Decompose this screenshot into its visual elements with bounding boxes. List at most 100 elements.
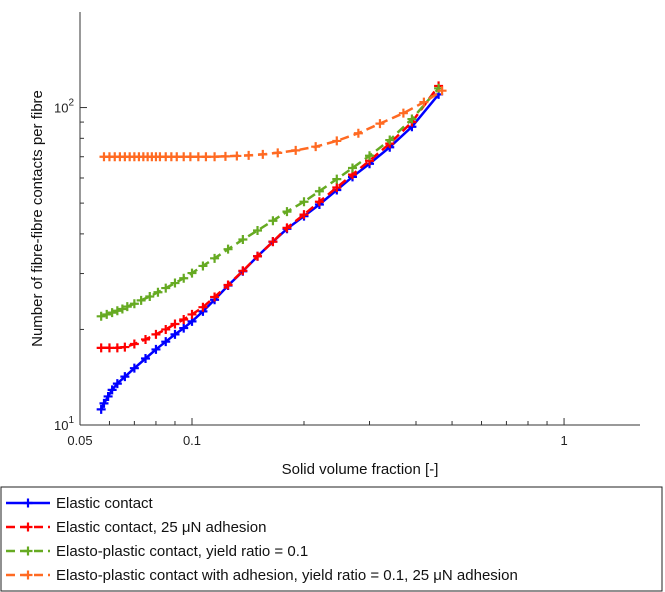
series-1-point <box>141 353 151 363</box>
series-3-point <box>268 216 278 226</box>
series-3-point <box>96 311 106 321</box>
series-2-point <box>314 197 324 207</box>
series-3-point <box>122 302 132 312</box>
x-tick-label: 0.1 <box>183 433 201 448</box>
series-2-point <box>268 237 278 247</box>
series-2-point <box>129 339 139 349</box>
series-4-point <box>232 151 242 161</box>
series-3-point <box>253 225 263 235</box>
legend: Elastic contact Elastic contact, 25 μN ad… <box>0 486 663 592</box>
series-3-point <box>161 283 171 293</box>
series-4-point <box>291 145 301 155</box>
series-4-point <box>220 151 230 161</box>
series-4-point <box>193 152 203 162</box>
series-4-point <box>273 148 283 158</box>
axes <box>79 12 640 426</box>
series-1-point <box>179 323 189 333</box>
legend-marker <box>23 522 33 532</box>
series-2-point <box>332 182 342 192</box>
legend-marker <box>23 570 33 580</box>
series-2-point <box>112 343 122 353</box>
series-1-point <box>103 391 113 401</box>
series-2-point <box>223 280 233 290</box>
series-4-point <box>437 86 447 96</box>
series-line-2 <box>101 85 440 350</box>
series-3-point <box>179 273 189 283</box>
series-2-point <box>299 210 309 220</box>
series-4-point <box>258 149 268 159</box>
x-tick-label: 1 <box>560 433 567 448</box>
series <box>96 81 447 414</box>
series-4-point <box>201 152 211 162</box>
series-4-point <box>332 136 342 146</box>
y-tick-label: 102 <box>54 98 74 116</box>
x-axis-label: Solid volume fraction [-] <box>282 461 439 478</box>
series-3-point <box>332 174 342 184</box>
y-tick-label: 101 <box>54 415 74 433</box>
series-4-point <box>375 119 385 129</box>
series-2-point <box>282 223 292 233</box>
series-2-point <box>96 343 106 353</box>
series-2-point <box>170 319 180 329</box>
y-axis-label: Number of fibre-fibre contacts per fibre <box>29 90 46 347</box>
series-3-point <box>112 306 122 316</box>
series-line-1 <box>100 93 440 410</box>
series-3-point <box>187 268 197 278</box>
series-3-point <box>223 244 233 254</box>
legend-label: Elastic contact <box>56 495 154 512</box>
series-2-point <box>187 309 197 319</box>
series-3-point <box>102 309 112 319</box>
series-3-point <box>347 163 357 173</box>
series-2-point <box>238 266 248 276</box>
series-3-point <box>210 253 220 263</box>
legend-marker <box>23 546 33 556</box>
x-tick-label: 0.05 <box>67 433 92 448</box>
series-3-point <box>238 235 248 245</box>
series-3-point <box>153 287 163 297</box>
series-3-point <box>129 299 139 309</box>
series-3-point <box>385 135 395 145</box>
series-2-point <box>198 302 208 312</box>
series-3-point <box>299 197 309 207</box>
series-line-3 <box>100 87 440 318</box>
series-3-point <box>407 114 417 124</box>
legend-label: Elasto-plastic contact, yield ratio = 0.… <box>56 543 308 560</box>
series-3-point <box>365 151 375 161</box>
legend-box <box>0 486 663 592</box>
series-1-point <box>112 379 122 389</box>
series-2-point <box>141 334 151 344</box>
series-4-point <box>398 108 408 118</box>
series-1-point <box>151 344 161 354</box>
series-4-point <box>311 142 321 152</box>
series-3-point <box>117 304 127 314</box>
series-1-point <box>170 329 180 339</box>
series-3-point <box>136 295 146 305</box>
series-1-point <box>120 372 130 382</box>
series-3-point <box>314 186 324 196</box>
series-1-point <box>161 337 171 347</box>
series-4-point <box>244 150 254 160</box>
series-2-point <box>253 251 263 261</box>
series-2-point <box>104 343 114 353</box>
series-4-point <box>353 128 363 138</box>
series-4-point <box>210 152 220 162</box>
series-3-point <box>282 207 292 217</box>
series-3-point <box>107 308 117 318</box>
series-3-point <box>198 261 208 271</box>
series-1-point <box>96 404 106 414</box>
series-3-point <box>145 291 155 301</box>
series-2-point <box>161 324 171 334</box>
series-3-point <box>170 278 180 288</box>
series-1-point <box>99 398 109 408</box>
series-1-point <box>107 385 117 395</box>
series-2-point <box>120 342 130 352</box>
legend-label: Elastic contact, 25 μN adhesion <box>56 519 266 536</box>
legend-label: Elasto-plastic contact with adhesion, yi… <box>56 567 518 584</box>
series-4-point <box>419 97 429 107</box>
legend-marker <box>23 498 33 508</box>
series-2-point <box>210 292 220 302</box>
series-1-point <box>129 363 139 373</box>
series-2-point <box>151 329 161 339</box>
series-4-point <box>185 152 195 162</box>
